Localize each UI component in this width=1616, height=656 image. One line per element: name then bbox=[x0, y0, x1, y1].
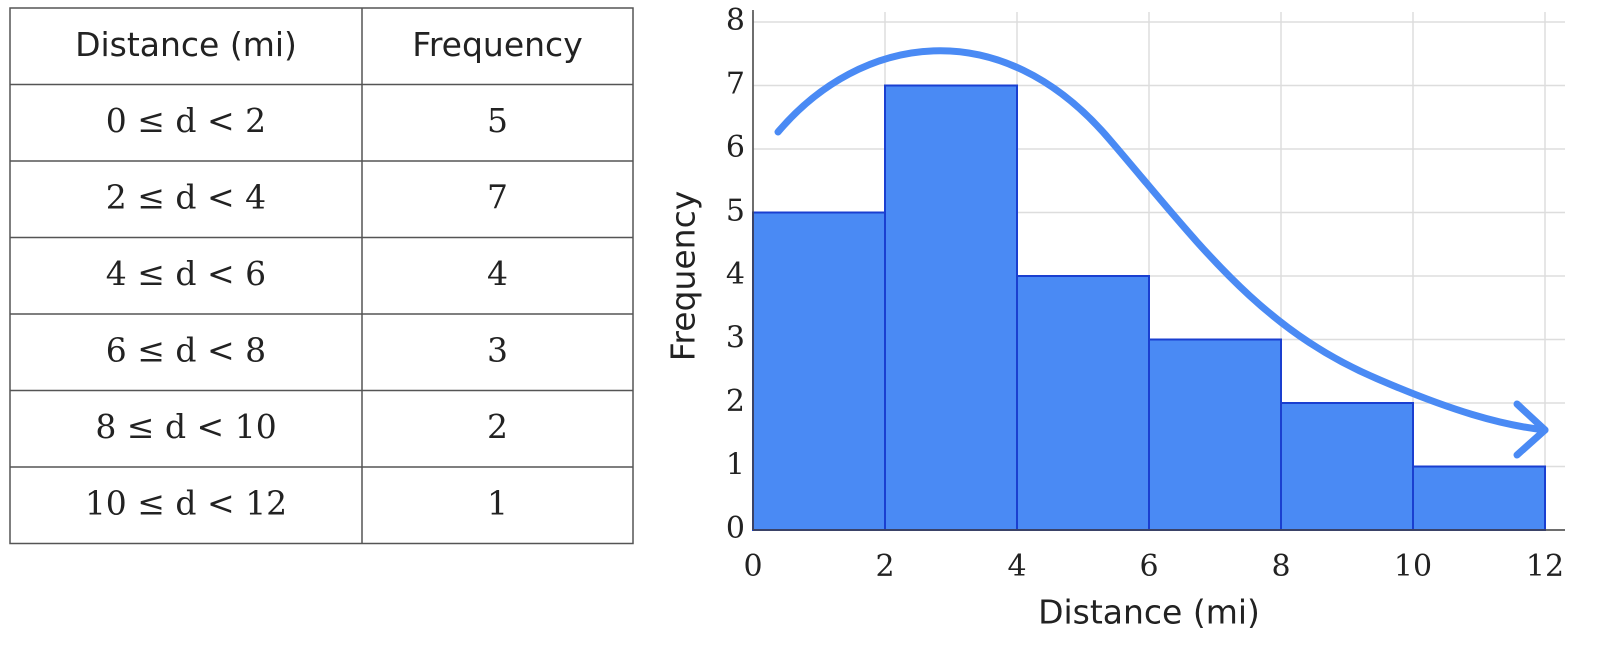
table-cell: 4 bbox=[487, 254, 508, 293]
x-tick-label: 10 bbox=[1394, 549, 1432, 584]
table-cell: 3 bbox=[487, 330, 508, 369]
y-tick-label: 7 bbox=[726, 67, 745, 102]
trend-arrow bbox=[774, 47, 1549, 434]
y-tick-label: 0 bbox=[726, 511, 745, 546]
y-axis-label: Frequency bbox=[664, 191, 703, 361]
y-tick-label: 1 bbox=[726, 448, 745, 483]
table: Distance (mi) Frequency 0 ≤ d < 2 5 2 ≤ d < … bbox=[9, 7, 634, 545]
y-tick-label: 8 bbox=[726, 3, 745, 38]
y-tick-label: 5 bbox=[726, 194, 745, 229]
bar bbox=[1148, 338, 1282, 531]
table-cell: 6 ≤ d < 8 bbox=[106, 330, 266, 369]
table-cell: 7 bbox=[487, 177, 508, 216]
y-tick-label: 6 bbox=[726, 130, 745, 165]
bar bbox=[1016, 275, 1150, 531]
table-cell: 8 ≤ d < 10 bbox=[95, 407, 276, 446]
bar bbox=[752, 211, 886, 531]
x-tick-label: 4 bbox=[1007, 549, 1026, 584]
bar bbox=[1412, 465, 1546, 531]
table-cell: 1 bbox=[487, 483, 508, 522]
table-cell: 10 ≤ d < 12 bbox=[85, 483, 287, 522]
bar bbox=[884, 84, 1018, 531]
table-cell: 2 bbox=[487, 407, 508, 446]
x-axis-label: Distance (mi) bbox=[1038, 593, 1260, 632]
table-header: Frequency bbox=[412, 25, 582, 64]
x-tick-label: 2 bbox=[875, 549, 894, 584]
table-cell: 5 bbox=[487, 101, 508, 140]
table-border bbox=[9, 7, 634, 545]
table-cell: 2 ≤ d < 4 bbox=[106, 177, 266, 216]
x-tick-label: 12 bbox=[1526, 549, 1564, 584]
arrow-head bbox=[1513, 400, 1549, 459]
y-tick-label: 2 bbox=[726, 384, 745, 419]
x-tick-label: 6 bbox=[1139, 549, 1158, 584]
bar bbox=[1280, 402, 1414, 531]
y-tick-label: 4 bbox=[726, 257, 745, 292]
table-header: Distance (mi) bbox=[75, 25, 297, 64]
y-tick-label: 3 bbox=[726, 321, 745, 356]
table-cell: 0 ≤ d < 2 bbox=[106, 101, 266, 140]
x-tick-label: 0 bbox=[743, 549, 762, 584]
table-cell: 4 ≤ d < 6 bbox=[106, 254, 266, 293]
x-tick-label: 8 bbox=[1271, 549, 1290, 584]
